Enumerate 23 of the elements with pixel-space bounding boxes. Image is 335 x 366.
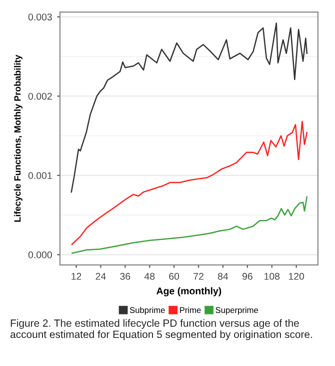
line-series <box>70 22 308 193</box>
x-tick-label: 96 <box>242 272 252 280</box>
y-tick-label: 0.000 <box>28 251 52 258</box>
x-tick-label: 120 <box>288 272 304 280</box>
x-tick-label: 84 <box>218 272 228 280</box>
legend-label: Superprime <box>216 306 258 315</box>
x-tick-label: 60 <box>169 272 180 280</box>
y-tick-label: 0.002 <box>28 92 52 100</box>
x-tick-label: 24 <box>96 272 106 280</box>
x-tick-label: 36 <box>120 272 130 280</box>
caption: Figure 2. The estimated lifecycle PD function versus age of the account estimated for Equation 5 segmented by origination score. <box>10 319 312 340</box>
legend-label: Subprime <box>130 306 165 315</box>
y-tick-label: 0.001 <box>28 172 52 180</box>
line-series <box>71 120 308 245</box>
y-tick-label: 0.003 <box>28 14 52 20</box>
legend-label: Prime <box>180 306 201 314</box>
y-axis-title: Lifecycle Functions, Mothly Probability <box>14 54 22 222</box>
x-tick-label: 12 <box>72 272 82 280</box>
line-series <box>72 196 308 254</box>
x-tick-label: 48 <box>144 272 155 280</box>
x-tick-label: 72 <box>194 272 204 280</box>
x-tick-label: 108 <box>264 272 280 280</box>
x-axis-title: Age (monthly) <box>156 287 222 296</box>
